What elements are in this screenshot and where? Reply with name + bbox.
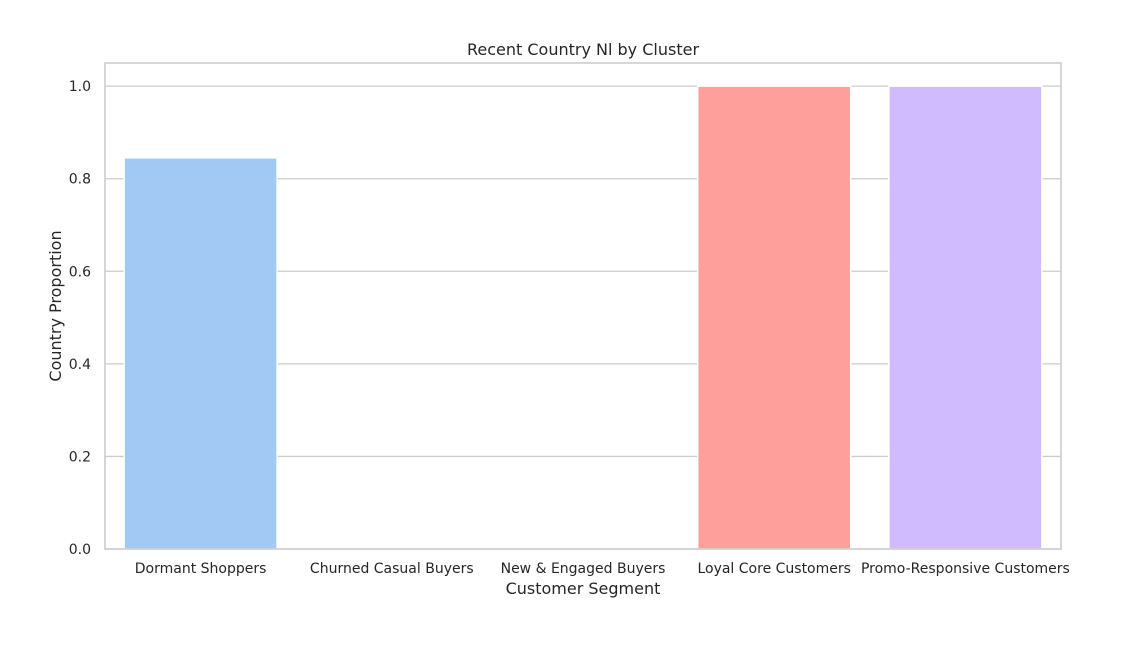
x-tick-label: Dormant Shoppers bbox=[135, 561, 267, 577]
y-tick-label: 0.8 bbox=[69, 172, 91, 188]
chart-title: Recent Country Nl by Cluster bbox=[467, 40, 699, 59]
y-tick-label: 0.2 bbox=[69, 449, 91, 465]
y-tick-label: 0.4 bbox=[69, 357, 91, 373]
x-tick-label: Loyal Core Customers bbox=[697, 561, 850, 577]
y-tick-labels: 0.0 0.2 0.4 0.6 0.8 1.0 bbox=[69, 79, 91, 558]
y-axis-title: Country Proportion bbox=[46, 230, 65, 381]
x-axis-title: Customer Segment bbox=[506, 579, 661, 598]
plot-frame bbox=[104, 62, 1062, 550]
y-tick-label: 0.0 bbox=[69, 542, 91, 558]
bar bbox=[888, 85, 1043, 550]
bar bbox=[123, 157, 278, 550]
y-tick-label: 0.6 bbox=[69, 264, 91, 280]
x-tick-label: Churned Casual Buyers bbox=[310, 561, 474, 577]
bars bbox=[123, 85, 1043, 550]
x-tick-label: Promo-Responsive Customers bbox=[861, 561, 1070, 577]
x-tick-label: New & Engaged Buyers bbox=[501, 561, 666, 577]
bar bbox=[696, 85, 852, 550]
x-tick-labels: Dormant Shoppers Churned Casual Buyers New… bbox=[135, 561, 1070, 577]
y-tick-label: 1.0 bbox=[69, 79, 91, 95]
